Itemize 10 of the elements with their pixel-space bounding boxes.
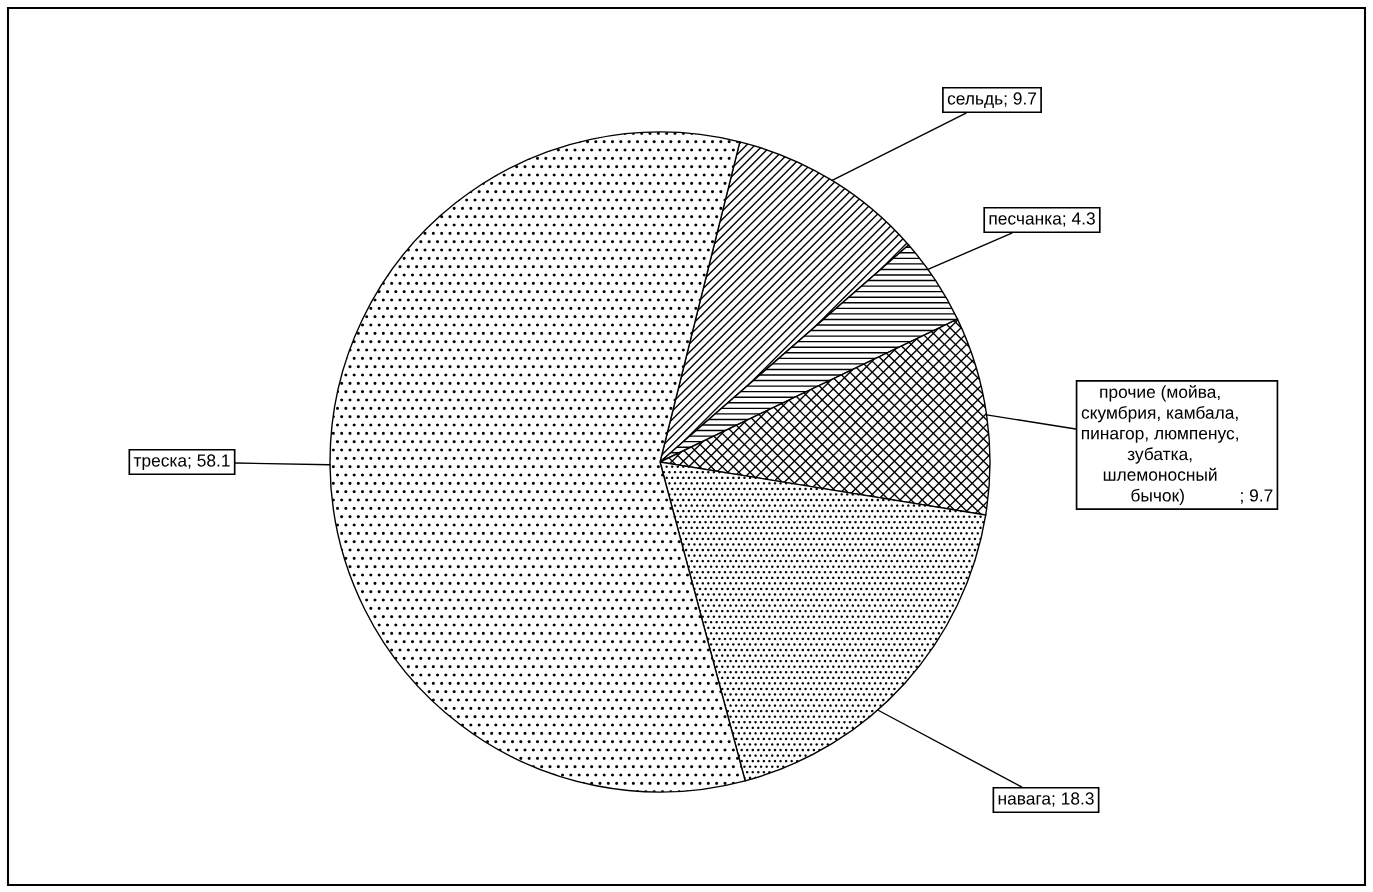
data-label: ; 9.7 bbox=[1004, 92, 1037, 107]
data-label: ; 4.3 bbox=[1063, 212, 1095, 227]
slice-label: навага bbox=[998, 795, 1052, 805]
data-label: ; 9.7 bbox=[1241, 489, 1273, 504]
data-label: ; 58.1 bbox=[188, 454, 230, 469]
data-label: ; 18.3 bbox=[1052, 792, 1094, 807]
slice-label: треска bbox=[133, 457, 188, 471]
slice-label: прочие (мойва, скумбрия, камбала, пинагор, люмпенус, зубатка, шлемоносный бычок) bbox=[1081, 384, 1238, 506]
slice-label: песчанка bbox=[989, 215, 1062, 225]
slice-label: сельдь bbox=[947, 95, 1003, 108]
